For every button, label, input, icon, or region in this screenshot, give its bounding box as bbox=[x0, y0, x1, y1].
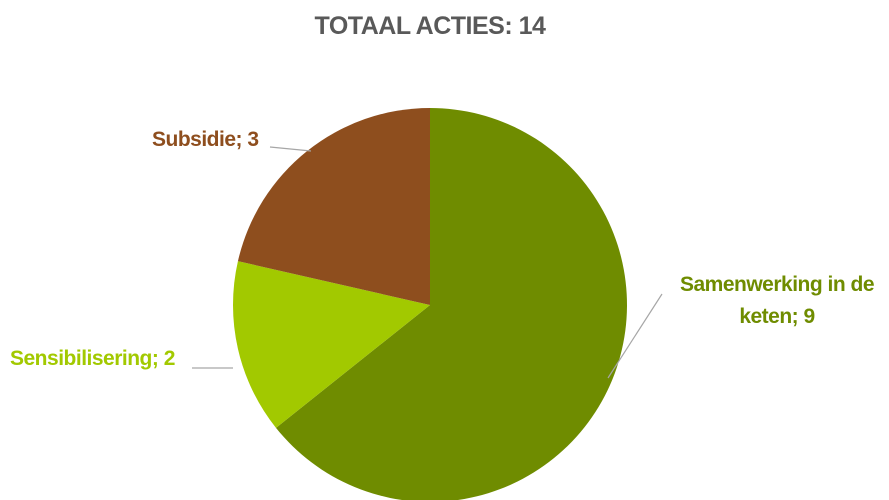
data-label-sensibilisering: Sensibilisering; 2 bbox=[10, 347, 175, 370]
chart-title: TOTAAL ACTIES: 14 bbox=[314, 12, 546, 40]
leader-line-samenwerking bbox=[607, 293, 663, 379]
data-label-subsidie: Subsidie; 3 bbox=[152, 128, 259, 151]
data-label-samenwerking: Samenwerking in de keten; 9 bbox=[679, 273, 875, 328]
pie-slice-sensibilisering bbox=[232, 261, 430, 428]
leader-line-subsidie bbox=[269, 146, 312, 152]
pie-slice-subsidie bbox=[237, 108, 430, 305]
pie-slice-samenwerking bbox=[275, 108, 627, 500]
